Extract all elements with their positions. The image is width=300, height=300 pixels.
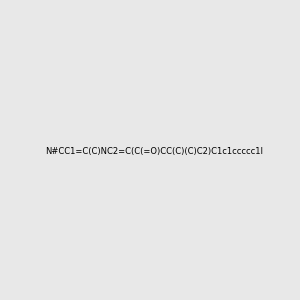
Text: N#CC1=C(C)NC2=C(C(=O)CC(C)(C)C2)C1c1ccccc1I: N#CC1=C(C)NC2=C(C(=O)CC(C)(C)C2)C1c1cccc… [45,147,263,156]
